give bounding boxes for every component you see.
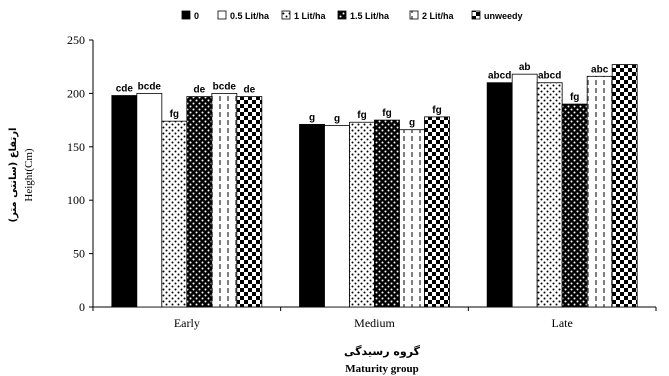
bar bbox=[349, 121, 375, 308]
legend: 0 0.5 Lit/ha 1 Lit/ha 1.5 Lit/ha 2 Lit/ha unw… bbox=[181, 10, 523, 21]
bar bbox=[186, 96, 213, 308]
y-tick-label: 250 bbox=[67, 33, 85, 47]
data-label: fg bbox=[170, 109, 179, 120]
legend-swatch bbox=[217, 10, 227, 20]
data-label: fg bbox=[382, 108, 391, 119]
data-label: abc bbox=[591, 64, 609, 75]
bar bbox=[399, 129, 425, 308]
bar bbox=[324, 125, 350, 308]
data-label: abcd bbox=[538, 71, 561, 82]
bar bbox=[111, 95, 138, 308]
data-label: fg bbox=[570, 92, 579, 103]
axes: 0 50 100 150 200 250 Early Medium Late bbox=[67, 33, 657, 330]
y-tick-label: 200 bbox=[67, 86, 85, 100]
data-label: g bbox=[309, 112, 315, 123]
data-label: g bbox=[334, 113, 340, 124]
bar bbox=[561, 103, 588, 308]
bar bbox=[161, 120, 188, 308]
bar bbox=[424, 116, 450, 308]
legend-label: 2 Lit/ha bbox=[422, 11, 454, 21]
y-axis-label: Height(Cm) bbox=[23, 148, 35, 201]
bar bbox=[136, 93, 163, 308]
data-label: de bbox=[243, 85, 255, 96]
x-axis-label: Maturity group bbox=[345, 363, 418, 375]
y-axis-label-persian: ارتفاع (سانتی متر) bbox=[8, 128, 19, 223]
legend-swatch bbox=[181, 10, 191, 20]
y-tick-label: 0 bbox=[79, 300, 85, 314]
data-label: fg bbox=[432, 105, 441, 116]
bar bbox=[536, 82, 563, 308]
data-label: g bbox=[409, 118, 415, 129]
data-label: ab bbox=[519, 62, 531, 73]
bars bbox=[111, 64, 638, 308]
bar bbox=[374, 119, 400, 308]
bar bbox=[211, 93, 238, 308]
x-tick-label: Medium bbox=[354, 316, 395, 330]
legend-label: 1 Lit/ha bbox=[294, 11, 326, 21]
legend-swatch bbox=[281, 10, 291, 20]
y-tick-label: 100 bbox=[67, 193, 85, 207]
bar bbox=[236, 96, 263, 308]
legend-label: 0 bbox=[194, 11, 199, 21]
legend-label: 0.5 Lit/ha bbox=[230, 11, 270, 21]
data-label: cde bbox=[116, 84, 134, 95]
data-label: bcde bbox=[138, 81, 162, 92]
y-tick-label: 150 bbox=[67, 140, 85, 154]
x-axis-label-persian: گروه رسیدگی bbox=[344, 345, 421, 358]
legend-label: unweedy bbox=[484, 11, 523, 21]
bar bbox=[611, 64, 638, 308]
x-tick-label: Early bbox=[174, 316, 200, 330]
bar bbox=[586, 75, 613, 308]
legend-swatch bbox=[471, 10, 481, 20]
legend-swatch bbox=[409, 10, 419, 20]
x-tick-label: Late bbox=[552, 316, 573, 330]
data-label: de bbox=[193, 85, 205, 96]
legend-swatch bbox=[337, 10, 347, 20]
data-label: fg bbox=[357, 110, 366, 121]
bar bbox=[486, 82, 513, 308]
bar bbox=[299, 123, 325, 308]
bar bbox=[511, 73, 538, 308]
y-tick-label: 50 bbox=[73, 247, 85, 261]
data-label: abcd bbox=[488, 71, 511, 82]
legend-label: 1.5 Lit/ha bbox=[350, 11, 390, 21]
data-label: bcde bbox=[213, 81, 237, 92]
